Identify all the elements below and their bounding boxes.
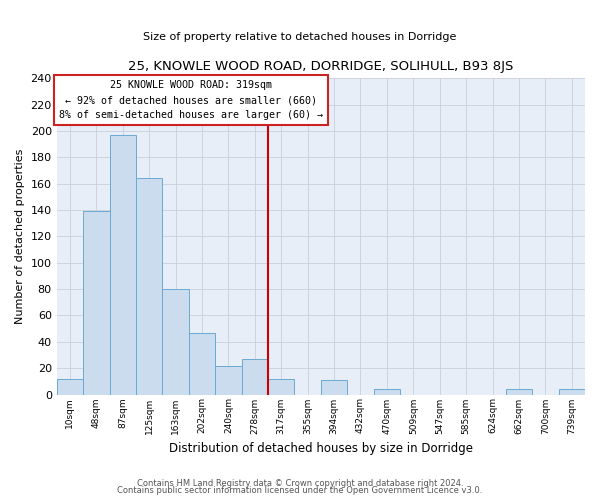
Bar xyxy=(110,135,136,394)
Bar xyxy=(189,332,215,394)
Bar xyxy=(215,366,242,394)
Text: Size of property relative to detached houses in Dorridge: Size of property relative to detached ho… xyxy=(143,32,457,42)
Bar xyxy=(374,389,400,394)
Bar xyxy=(321,380,347,394)
Text: Contains public sector information licensed under the Open Government Licence v3: Contains public sector information licen… xyxy=(118,486,482,495)
Text: 25 KNOWLE WOOD ROAD: 319sqm
← 92% of detached houses are smaller (660)
8% of sem: 25 KNOWLE WOOD ROAD: 319sqm ← 92% of det… xyxy=(59,80,323,120)
Bar xyxy=(56,378,83,394)
Title: 25, KNOWLE WOOD ROAD, DORRIDGE, SOLIHULL, B93 8JS: 25, KNOWLE WOOD ROAD, DORRIDGE, SOLIHULL… xyxy=(128,60,514,73)
Y-axis label: Number of detached properties: Number of detached properties xyxy=(15,148,25,324)
Bar xyxy=(163,289,189,395)
Bar xyxy=(136,178,163,394)
Bar xyxy=(559,389,585,394)
Bar xyxy=(83,212,110,394)
Text: Contains HM Land Registry data © Crown copyright and database right 2024.: Contains HM Land Registry data © Crown c… xyxy=(137,478,463,488)
Bar xyxy=(268,378,295,394)
X-axis label: Distribution of detached houses by size in Dorridge: Distribution of detached houses by size … xyxy=(169,442,473,455)
Bar xyxy=(242,359,268,394)
Bar xyxy=(506,389,532,394)
